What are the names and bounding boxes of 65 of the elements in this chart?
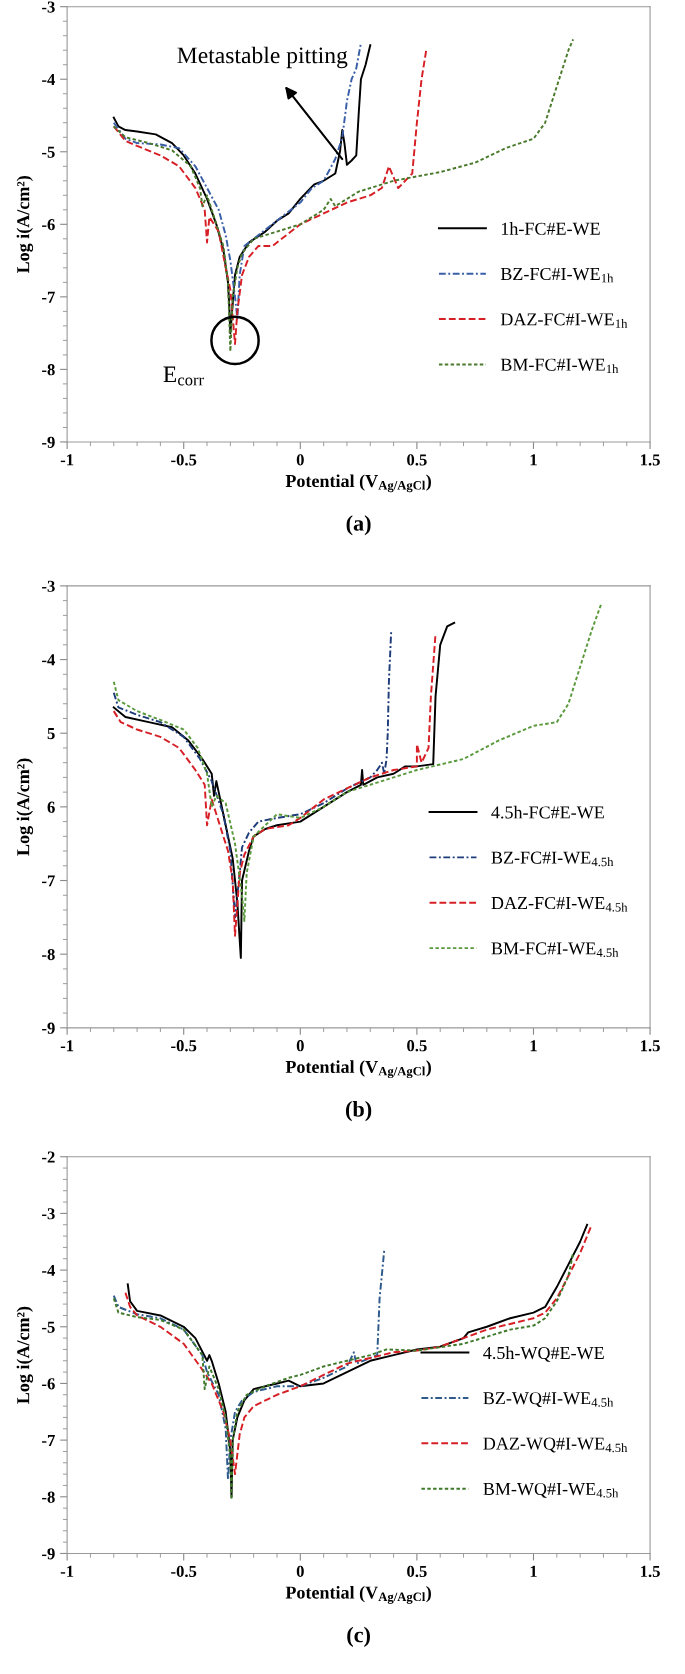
text: (b) (346, 1101, 372, 1122)
x-tick-label: -0.5 (171, 1565, 197, 1578)
x-tick-label: 0.5 (407, 454, 427, 466)
x-tick-label: 1.5 (640, 1565, 660, 1578)
annotation: Metastable pitting (177, 46, 348, 69)
x-tick-label: -0.5 (171, 454, 197, 466)
x-tick-label: 0 (296, 454, 304, 466)
y-tick-label: -4 (42, 1264, 56, 1276)
y-tick-label: -6 (42, 1378, 55, 1390)
x-axis-title: Potential (V$_{Ag/AgCl}$) (285, 1060, 431, 1079)
y-tick-label: -8 (42, 364, 55, 376)
text: (c) (347, 1626, 370, 1647)
y-tick-label: -3 (42, 1208, 55, 1220)
annotation: E$_{corr}$ (163, 366, 204, 386)
x-tick-label: -0.5 (171, 1040, 197, 1052)
y-tick-label: -9 (42, 436, 55, 448)
y-tick-label: -2 (42, 1151, 55, 1163)
y-tick-label: -9 (42, 1022, 55, 1034)
line-series (112, 629, 393, 919)
x-tick-label: 1 (530, 1565, 537, 1577)
y-tick-label: -5 (42, 146, 55, 158)
legend-label: BZ-WQ#I-WE$_{4.5h}$ (483, 1392, 614, 1408)
y-tick-label: -9 (42, 1548, 55, 1560)
x-tick-label: 1 (530, 454, 537, 466)
legend-label: BM-WQ#I-WE$_{4.5h}$ (483, 1482, 619, 1498)
y-tick-label: -5 (42, 1321, 55, 1333)
y-axis-title: Log i(A/cm²) (16, 758, 34, 856)
legend-label: DAZ-FC#I-WE$_{1h}$ (500, 313, 628, 328)
y-tick-label: -4 (42, 74, 56, 86)
x-axis-title: Potential (V$_{Ag/AgCl}$) (285, 1585, 431, 1604)
x-tick-label: -1 (60, 454, 74, 466)
legend-label: BZ-FC#I-WE$_{1h}$ (500, 267, 614, 283)
y-tick-label: -8 (42, 948, 55, 961)
legend-label: BM-FC#I-WE$_{4.5h}$ (491, 942, 619, 957)
y-tick-label: 5 (47, 728, 55, 740)
x-tick-label: 0 (296, 1565, 304, 1578)
y-tick-label: -7 (42, 875, 55, 887)
x-tick-label: 0.5 (407, 1565, 427, 1578)
y-tick-label: -7 (42, 1434, 55, 1446)
y-tick-label: -6 (42, 219, 55, 231)
x-tick-label: 1.5 (640, 1040, 660, 1052)
legend-label: DAZ-FC#I-WE$_{4.5h}$ (491, 896, 628, 912)
x-tick-label: -1 (60, 1040, 74, 1052)
x-tick-label: 1.5 (640, 454, 660, 466)
x-axis-title: Potential (V$_{Ag/AgCl}$) (285, 474, 431, 493)
y-axis-title: Log i(A/cm²) (16, 1306, 34, 1404)
legend-label: 4.5h-WQ#E-WE (483, 1346, 604, 1362)
y-tick-label: -3 (42, 580, 55, 592)
text: (a) (346, 515, 371, 536)
x-tick-label: 0 (296, 1040, 304, 1052)
legend-label: 4.5h-FC#E-WE (491, 805, 604, 819)
x-tick-label: 1 (530, 1040, 537, 1052)
y-tick-label: 6 (47, 801, 55, 813)
x-tick-label: -1 (60, 1565, 74, 1577)
y-tick-label: -3 (42, 1, 55, 13)
y-tick-label: -8 (42, 1491, 55, 1503)
y-tick-label: -4 (42, 654, 56, 666)
line-series (112, 1249, 386, 1481)
x-tick-label: 0.5 (407, 1040, 427, 1052)
legend-label: BM-FC#I-WE$_{1h}$ (500, 358, 619, 374)
y-axis-title: Log i(A/cm²) (16, 176, 34, 274)
legend-label: 1h-FC#E-WE (501, 222, 600, 235)
legend-label: BZ-FC#I-WE$_{4.5h}$ (491, 851, 614, 867)
y-tick-label: -7 (42, 291, 55, 303)
legend-label: DAZ-WQ#I-WE$_{4.5h}$ (483, 1437, 628, 1453)
